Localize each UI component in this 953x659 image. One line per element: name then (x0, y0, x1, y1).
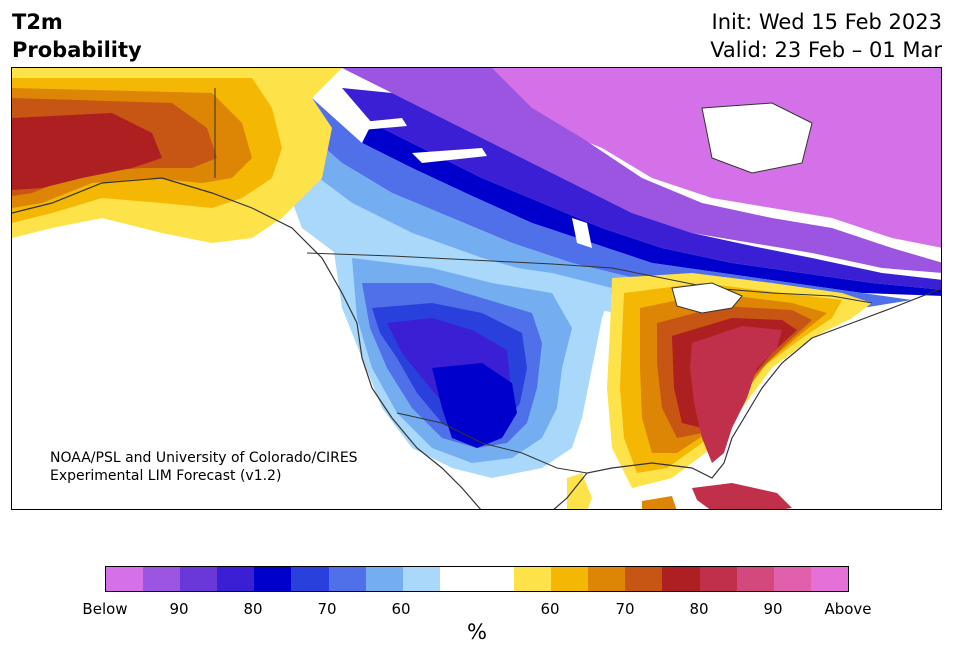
colorbar-tick-label: 90 (763, 600, 783, 618)
map-title: T2m Probability (12, 8, 142, 64)
colorbar-cell (402, 567, 440, 591)
colorbar-unit: % (467, 620, 487, 644)
shade-cuba-crimson (692, 483, 792, 509)
colorbar-tick-label: Below (82, 600, 128, 618)
colorbar-cell (217, 567, 255, 591)
colorbar-tick-label: 60 (391, 600, 411, 618)
colorbar-cell (439, 567, 477, 591)
shade-canada-violet (342, 68, 941, 273)
colorbar-cell (328, 567, 366, 591)
colorbar-tick-label: 90 (169, 600, 189, 618)
arctic-lake-3 (572, 218, 592, 248)
colorbar-tick-label: 60 (540, 600, 560, 618)
probability-map: NOAA/PSL and University of Colorado/CIRE… (11, 67, 942, 510)
border-canada-us (306, 252, 873, 304)
colorbar-cell (180, 567, 218, 591)
colorbar-cell (810, 567, 848, 591)
great-lakes (671, 282, 743, 314)
shade-west-navy (432, 363, 517, 448)
colorbar-cell (106, 567, 144, 591)
shade-caribbean-orange (642, 496, 677, 509)
shade-canada-light (282, 98, 862, 318)
title-variable: T2m (12, 10, 63, 34)
colorbar-cell (699, 567, 737, 591)
init-date: Init: Wed 15 Feb 2023 (711, 10, 942, 34)
colorbar-cell (254, 567, 292, 591)
hudson-bay (701, 102, 813, 174)
probability-colorbar (105, 566, 849, 592)
colorbar-tick-label: 80 (243, 600, 263, 618)
colorbar-cell (291, 567, 329, 591)
colorbar-cell (736, 567, 774, 591)
title-metric: Probability (12, 38, 142, 62)
credit-model: Experimental LIM Forecast (v1.2) (50, 468, 282, 484)
colorbar-cell (588, 567, 626, 591)
shade-canada-blue (302, 98, 912, 308)
colorbar-tick-label: 80 (689, 600, 709, 618)
credit-organizations: NOAA/PSL and University of Colorado/CIRE… (50, 450, 358, 466)
colorbar-cell (662, 567, 700, 591)
shade-canada-navy (362, 123, 941, 296)
shade-east-crimson (690, 326, 782, 463)
map-credit: NOAA/PSL and University of Colorado/CIRE… (50, 449, 358, 485)
colorbar-tick-label: 70 (615, 600, 635, 618)
colorbar-cell (551, 567, 589, 591)
shade-mexico-yellow (567, 473, 592, 509)
arctic-lake-2 (412, 148, 487, 163)
colorbar-cell (143, 567, 181, 591)
colorbar-cell (365, 567, 403, 591)
forecast-dates: Init: Wed 15 Feb 2023 Valid: 23 Feb – 01… (710, 8, 942, 64)
border-us-mexico (396, 412, 588, 474)
coastline-atlantic (553, 288, 941, 509)
shade-canada-deep (342, 88, 941, 290)
coastline-pacific (12, 177, 482, 509)
colorbar-cell (625, 567, 663, 591)
valid-range: Valid: 23 Feb – 01 Mar (710, 38, 942, 62)
colorbar-cell (773, 567, 811, 591)
shade-alaska-red (12, 113, 162, 190)
colorbar-tick-label: 70 (317, 600, 337, 618)
colorbar-cell (476, 567, 515, 591)
map-canvas (12, 68, 941, 509)
colorbar-cell (514, 567, 552, 591)
arctic-lake-1 (352, 118, 407, 130)
colorbar-tick-label: Above (824, 600, 872, 618)
